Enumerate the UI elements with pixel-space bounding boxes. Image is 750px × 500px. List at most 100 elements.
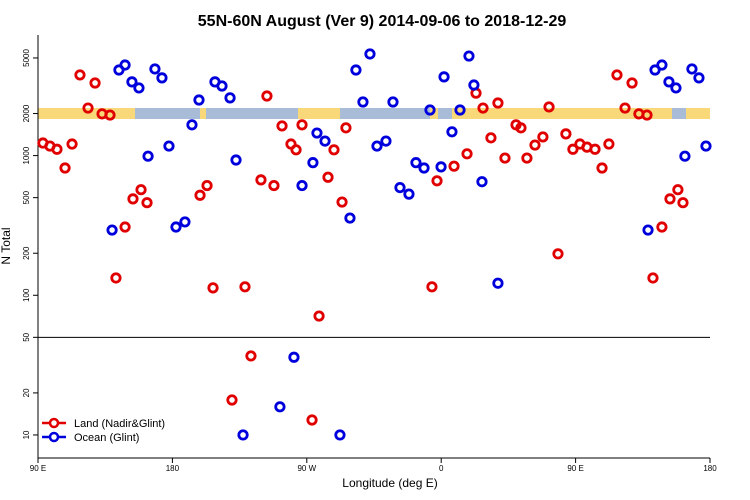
point xyxy=(156,72,168,84)
point xyxy=(656,221,668,233)
point xyxy=(394,182,406,194)
point xyxy=(672,184,684,196)
point xyxy=(51,143,63,155)
point xyxy=(656,59,668,71)
point xyxy=(589,143,601,155)
point xyxy=(446,126,458,138)
point xyxy=(149,63,161,75)
ocean-band xyxy=(438,108,452,119)
point xyxy=(319,135,331,147)
point xyxy=(431,175,443,187)
point xyxy=(663,76,675,88)
point xyxy=(106,224,118,236)
point xyxy=(288,351,300,363)
point xyxy=(426,281,438,293)
point xyxy=(567,143,579,155)
point xyxy=(224,92,236,104)
y-tick-label: 5000 xyxy=(22,49,31,67)
y-axis-label: N Total xyxy=(0,227,13,264)
point xyxy=(322,171,334,183)
point xyxy=(468,79,480,91)
point xyxy=(296,119,308,131)
ocean-band xyxy=(206,108,298,119)
point xyxy=(693,72,705,84)
point xyxy=(133,82,145,94)
point xyxy=(110,272,122,284)
point xyxy=(201,179,213,192)
point xyxy=(89,77,101,89)
point xyxy=(66,138,78,150)
point xyxy=(380,135,392,147)
point xyxy=(307,157,319,169)
point xyxy=(179,216,191,228)
y-tick-label: 100 xyxy=(22,288,31,302)
point xyxy=(186,119,198,131)
x-tick-label: 180 xyxy=(166,464,180,473)
point xyxy=(230,154,242,166)
point xyxy=(74,69,86,81)
point xyxy=(350,64,362,76)
x-axis-label: Longitude (deg E) xyxy=(342,476,437,490)
legend-label: Land (Nadir&Glint) xyxy=(74,418,165,430)
point xyxy=(649,64,661,76)
point xyxy=(679,150,691,162)
ocean-band xyxy=(672,108,686,119)
point xyxy=(677,197,689,209)
point xyxy=(515,122,527,134)
ocean-band xyxy=(340,108,430,119)
point xyxy=(141,197,153,209)
point xyxy=(647,272,659,284)
point xyxy=(611,69,623,81)
point xyxy=(237,429,249,441)
point xyxy=(216,80,228,92)
y-tick-label: 20 xyxy=(22,388,31,397)
point xyxy=(296,179,308,192)
point xyxy=(670,82,682,94)
point xyxy=(340,122,352,134)
point xyxy=(328,144,340,156)
y-tick-label: 500 xyxy=(22,190,31,204)
legend-marker xyxy=(48,417,60,429)
point xyxy=(418,162,430,174)
point xyxy=(387,96,399,108)
point xyxy=(126,76,138,88)
series xyxy=(106,48,712,441)
point xyxy=(499,152,511,164)
point xyxy=(463,50,475,62)
point xyxy=(306,414,318,426)
point xyxy=(664,193,676,205)
point xyxy=(461,148,473,160)
point xyxy=(239,281,251,293)
point xyxy=(403,188,415,200)
point xyxy=(119,221,131,233)
y-tick-label: 2000 xyxy=(22,104,31,122)
point xyxy=(626,77,638,89)
point xyxy=(435,161,447,173)
point xyxy=(268,179,280,192)
point xyxy=(552,248,564,260)
point xyxy=(454,104,466,116)
point xyxy=(135,184,147,196)
point xyxy=(521,152,533,164)
point xyxy=(274,401,286,413)
point xyxy=(336,196,348,208)
point xyxy=(207,282,219,294)
point xyxy=(311,127,323,139)
point xyxy=(619,102,631,114)
point xyxy=(344,212,356,224)
chart-title: 55N-60N August (Ver 9) 2014-09-06 to 201… xyxy=(198,13,567,30)
point xyxy=(603,138,615,150)
point xyxy=(642,224,654,236)
point xyxy=(142,150,154,162)
point xyxy=(485,132,497,144)
point xyxy=(492,277,504,289)
ocean-band xyxy=(135,108,200,119)
point xyxy=(59,162,71,174)
point xyxy=(334,429,346,441)
point xyxy=(82,102,94,114)
point xyxy=(686,63,698,75)
y-tick-label: 50 xyxy=(22,332,31,341)
x-tick-label: 180 xyxy=(703,464,717,473)
